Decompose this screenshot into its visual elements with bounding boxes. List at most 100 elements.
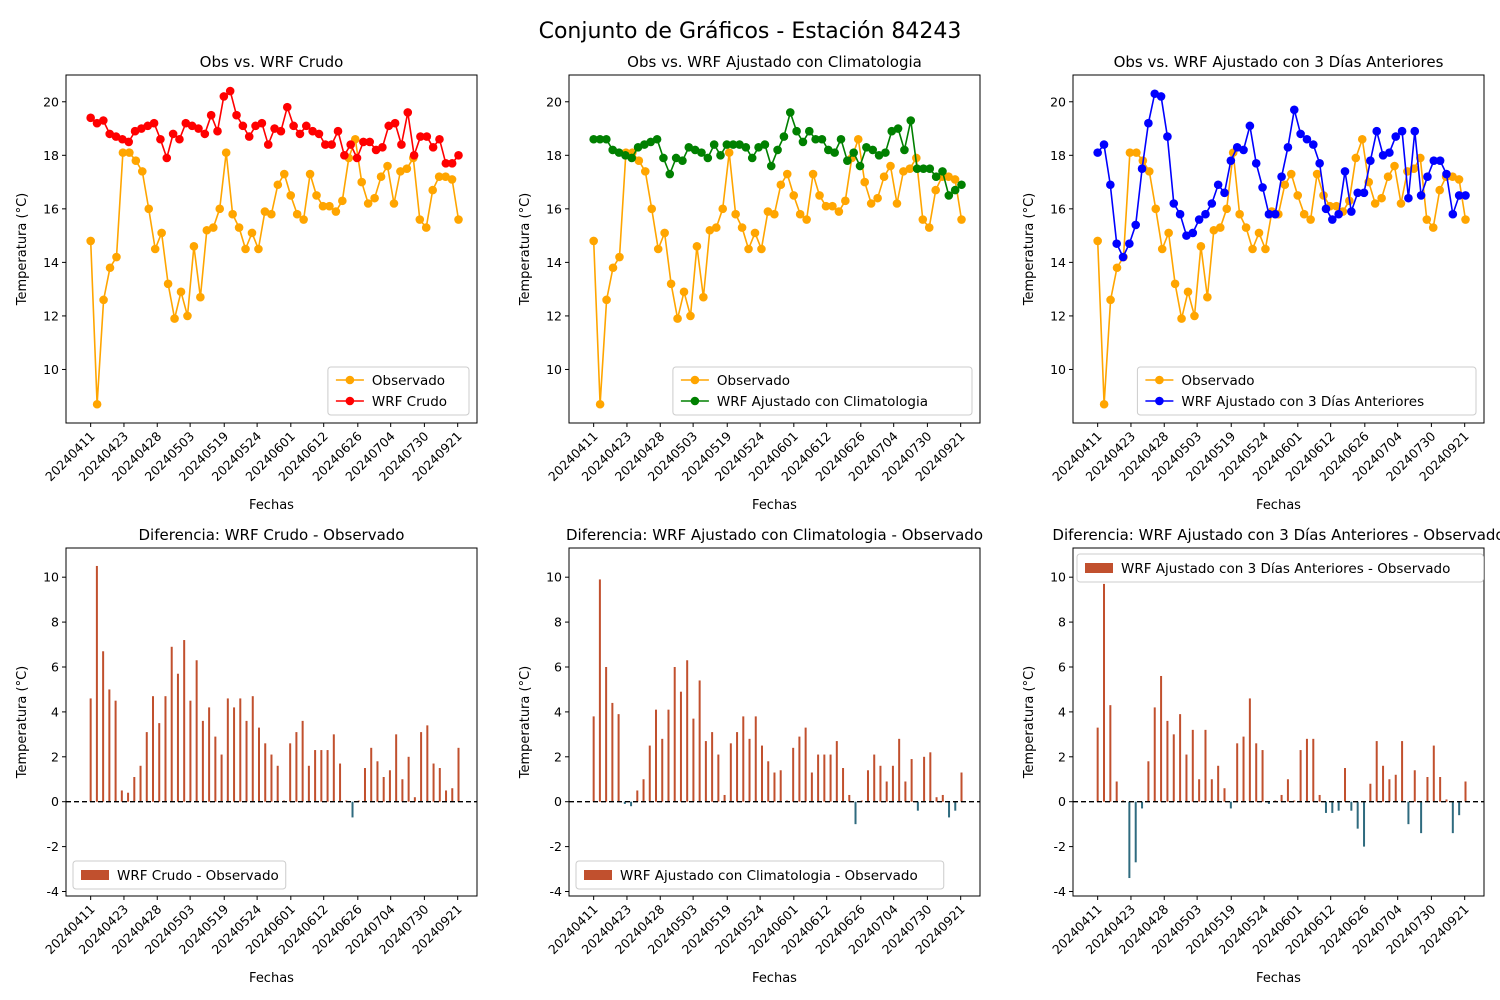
data-point bbox=[925, 164, 935, 173]
data-point bbox=[105, 263, 115, 273]
data-point bbox=[168, 129, 178, 139]
legend-label: Observado bbox=[717, 373, 790, 389]
data-point bbox=[703, 153, 713, 163]
data-point bbox=[200, 129, 210, 139]
bar bbox=[158, 723, 161, 802]
y-tick-label: 2 bbox=[1058, 749, 1066, 764]
y-tick-label: 12 bbox=[1050, 308, 1066, 323]
bar bbox=[1204, 729, 1207, 802]
series-line-1 bbox=[89, 138, 460, 405]
data-point bbox=[776, 180, 786, 190]
data-point bbox=[156, 134, 165, 144]
bar bbox=[95, 565, 98, 802]
bar bbox=[916, 801, 919, 811]
data-point bbox=[286, 191, 296, 200]
data-point bbox=[950, 175, 960, 184]
y-tick-label: 14 bbox=[43, 255, 59, 270]
bar bbox=[873, 754, 876, 802]
bar bbox=[1185, 754, 1188, 802]
y-tick-label: 18 bbox=[1050, 148, 1066, 163]
data-point bbox=[378, 142, 387, 152]
bar bbox=[823, 754, 826, 802]
legend-label: WRF Ajustado con Climatologia - Observad… bbox=[620, 868, 918, 884]
data-point bbox=[709, 140, 719, 149]
data-point bbox=[1196, 242, 1206, 251]
data-point bbox=[886, 161, 895, 171]
data-point bbox=[1241, 223, 1251, 232]
data-point bbox=[1177, 314, 1186, 323]
bar bbox=[1312, 738, 1315, 802]
data-point bbox=[1106, 180, 1115, 190]
data-point bbox=[589, 134, 598, 144]
data-point bbox=[1106, 295, 1115, 305]
y-axis-label: Temperatura (°C) bbox=[1022, 666, 1037, 779]
data-point bbox=[357, 177, 367, 187]
bar bbox=[929, 752, 932, 802]
data-point bbox=[673, 314, 682, 323]
data-point bbox=[1404, 193, 1413, 203]
y-tick-label: 2 bbox=[51, 749, 59, 764]
y-tick-label: 20 bbox=[1050, 94, 1066, 109]
bar bbox=[729, 743, 732, 802]
legend-label: WRF Ajustado con 3 Días Anteriores bbox=[1181, 394, 1424, 410]
data-point bbox=[92, 399, 102, 409]
data-point bbox=[1277, 172, 1286, 182]
bar bbox=[1324, 801, 1327, 813]
data-point bbox=[821, 201, 831, 211]
data-point bbox=[1377, 193, 1386, 203]
data-point bbox=[338, 196, 347, 206]
data-point bbox=[595, 399, 605, 409]
y-tick-label: 10 bbox=[43, 362, 59, 377]
y-tick-label: 6 bbox=[1058, 659, 1066, 674]
bar bbox=[1375, 741, 1378, 802]
data-point bbox=[912, 164, 922, 173]
bar bbox=[189, 700, 192, 802]
data-point bbox=[881, 148, 890, 157]
data-point bbox=[1448, 209, 1458, 219]
data-point bbox=[289, 121, 298, 131]
bar bbox=[127, 792, 130, 802]
legend-marker bbox=[345, 375, 355, 385]
data-point bbox=[737, 223, 747, 232]
data-point bbox=[1454, 175, 1464, 184]
bar bbox=[1198, 779, 1201, 802]
bar bbox=[1103, 583, 1106, 802]
bar bbox=[351, 801, 354, 818]
bar bbox=[1407, 801, 1410, 825]
bar bbox=[1420, 801, 1423, 834]
bar bbox=[1363, 801, 1366, 847]
y-tick-label: 0 bbox=[554, 794, 562, 809]
data-point bbox=[1428, 223, 1438, 232]
data-point bbox=[241, 244, 250, 254]
data-point bbox=[1169, 199, 1179, 208]
data-point bbox=[1328, 215, 1337, 224]
bar bbox=[1318, 794, 1321, 802]
chart-title: Diferencia: WRF Crudo - Observado bbox=[139, 526, 405, 544]
data-point bbox=[1144, 167, 1154, 176]
bar bbox=[139, 765, 142, 802]
y-tick-label: -2 bbox=[1054, 839, 1066, 854]
plot-area bbox=[65, 547, 478, 897]
bar bbox=[592, 716, 595, 802]
data-point bbox=[352, 153, 362, 163]
bar bbox=[301, 720, 304, 802]
data-point bbox=[1164, 228, 1173, 238]
legend-swatch bbox=[584, 870, 612, 880]
data-point bbox=[1435, 156, 1445, 165]
data-point bbox=[208, 223, 218, 232]
data-point bbox=[798, 137, 808, 147]
data-point bbox=[454, 215, 463, 224]
bar bbox=[370, 747, 373, 802]
bar bbox=[1147, 761, 1150, 802]
bar bbox=[611, 702, 614, 802]
bar bbox=[960, 772, 963, 802]
data-point bbox=[99, 116, 108, 125]
data-point bbox=[1442, 169, 1451, 179]
data-point bbox=[1289, 105, 1299, 115]
y-tick-label: 12 bbox=[43, 308, 59, 323]
data-point bbox=[830, 148, 839, 157]
data-point bbox=[1190, 311, 1199, 321]
legend: Observado WRF Crudo bbox=[327, 366, 470, 416]
data-point bbox=[1347, 207, 1356, 216]
data-point bbox=[666, 279, 676, 289]
